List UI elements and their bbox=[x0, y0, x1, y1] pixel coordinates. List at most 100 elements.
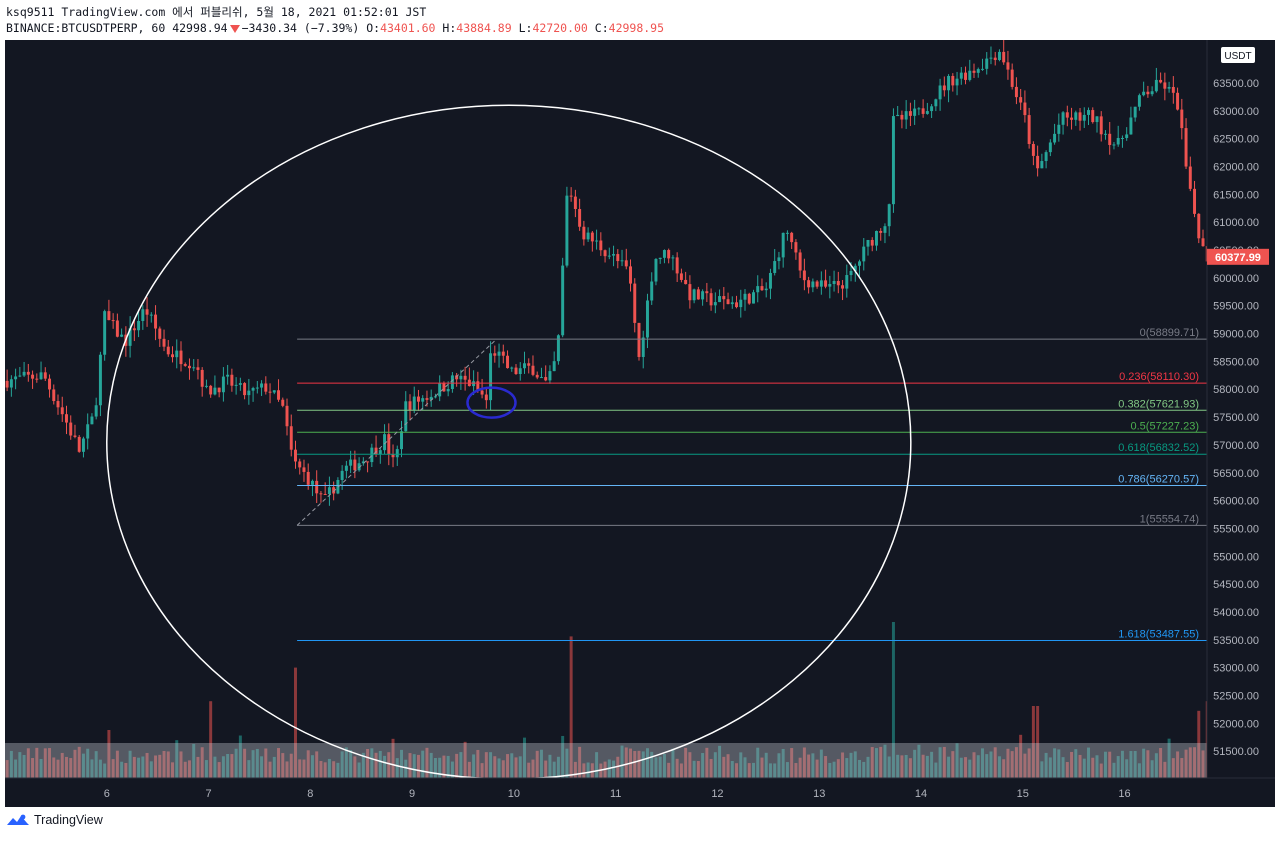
candle-body bbox=[578, 209, 582, 227]
volume-bar bbox=[90, 759, 94, 778]
candle-body bbox=[1044, 152, 1048, 162]
candle-body bbox=[459, 375, 463, 380]
volume-bar bbox=[586, 762, 590, 778]
candle-body bbox=[277, 390, 281, 400]
currency-badge[interactable] bbox=[1221, 47, 1255, 63]
candle-body bbox=[429, 396, 433, 400]
volume-bar bbox=[832, 761, 836, 778]
volume-bar bbox=[455, 753, 459, 778]
chart-background bbox=[5, 40, 1275, 807]
candle-body bbox=[556, 335, 560, 362]
candle-body bbox=[836, 281, 840, 286]
candle-body bbox=[679, 273, 683, 280]
symbol-label[interactable]: BINANCE:BTCUSDTPERP, 60 bbox=[6, 21, 166, 35]
volume-bar bbox=[1116, 756, 1120, 778]
candle-body bbox=[921, 108, 925, 114]
volume-bar bbox=[1061, 757, 1065, 778]
volume-bar bbox=[561, 735, 565, 778]
price-axis[interactable]: 51500.00 52000.00 52500.00 53000.00 53500.00… bbox=[1206, 40, 1275, 807]
time-axis[interactable]: 6 7 8 9 10 11 12 13 14 15 16 bbox=[5, 777, 1275, 807]
candle-body bbox=[824, 280, 828, 287]
volume-bar bbox=[841, 752, 845, 778]
volume-bar bbox=[641, 751, 645, 778]
candle-body bbox=[798, 252, 802, 271]
candle-body bbox=[1065, 112, 1069, 118]
volume-bar bbox=[1201, 750, 1205, 778]
candle-body bbox=[1176, 92, 1180, 110]
candle-body bbox=[353, 459, 357, 471]
volume-bar bbox=[107, 730, 111, 778]
candle-body bbox=[5, 380, 9, 388]
candle-body bbox=[667, 250, 671, 259]
price-chart[interactable]: 0(58899.71) 0.236(58110.30) 0.382(57621.93… bbox=[5, 40, 1275, 807]
volume-bar bbox=[959, 757, 963, 778]
tradingview-logo-icon bbox=[7, 814, 29, 825]
volume-bar bbox=[781, 748, 785, 778]
candles bbox=[5, 40, 1209, 506]
candle-body bbox=[238, 383, 242, 385]
candle-body bbox=[31, 374, 35, 379]
volume-bar bbox=[658, 756, 662, 778]
volume-bar bbox=[1048, 757, 1052, 778]
candle-body bbox=[993, 57, 997, 61]
volume-bar bbox=[226, 753, 230, 778]
volume-bar bbox=[896, 754, 900, 778]
fib-retracement[interactable]: 0(58899.71) 0.236(58110.30) 0.382(57621.93… bbox=[296, 327, 1207, 641]
volume-bar bbox=[234, 748, 238, 778]
candle-body bbox=[828, 283, 832, 287]
candle-body bbox=[327, 487, 331, 495]
volume-bar bbox=[200, 747, 204, 778]
volume-bar bbox=[874, 748, 878, 778]
volume-bar bbox=[1031, 706, 1035, 778]
volume-bar bbox=[705, 747, 709, 778]
volume-bar bbox=[1146, 750, 1150, 778]
candle-body bbox=[1057, 124, 1061, 134]
day-tick-label: 6 bbox=[104, 788, 110, 800]
volume-bar bbox=[556, 756, 560, 778]
candle-body bbox=[22, 371, 26, 376]
volume-bar bbox=[344, 747, 348, 778]
candle-body bbox=[103, 311, 107, 355]
volume-bar bbox=[196, 756, 200, 778]
candle-body bbox=[285, 405, 289, 427]
volume-bar bbox=[1091, 757, 1095, 778]
volume-bar bbox=[985, 754, 989, 778]
candle-body bbox=[807, 280, 811, 288]
volume-bar bbox=[289, 753, 293, 778]
candle-body bbox=[294, 449, 297, 462]
volume-bar bbox=[1154, 753, 1158, 778]
volume-bar bbox=[768, 763, 772, 778]
volume-bar bbox=[69, 758, 73, 778]
volume-bar bbox=[828, 762, 832, 778]
last-price: 42998.94 bbox=[172, 21, 228, 35]
volume-bar bbox=[370, 748, 374, 778]
volume-bar bbox=[1129, 751, 1133, 778]
volume-bar bbox=[1125, 759, 1129, 778]
candle-body bbox=[1154, 79, 1158, 92]
volume-bar bbox=[1074, 749, 1078, 778]
volume-bar bbox=[260, 756, 264, 778]
volume-bar bbox=[858, 759, 861, 778]
volume-bar bbox=[917, 744, 921, 778]
candle-body bbox=[200, 369, 204, 387]
candle-body bbox=[1193, 188, 1197, 214]
volume-bar bbox=[968, 759, 972, 778]
current-price-badge[interactable] bbox=[1207, 248, 1269, 265]
volume-bar bbox=[913, 749, 917, 778]
candle-body bbox=[658, 257, 662, 260]
price-tick-label: 59500.00 bbox=[1213, 301, 1259, 313]
volume-bar bbox=[73, 749, 77, 778]
fib-trend-line[interactable] bbox=[296, 338, 497, 526]
price-tick-label: 61500.00 bbox=[1213, 189, 1259, 201]
volume-bar bbox=[438, 757, 442, 778]
volume-bar bbox=[281, 753, 285, 778]
currency-label: USDT bbox=[1224, 51, 1251, 62]
candle-body bbox=[39, 372, 43, 380]
candle-body bbox=[442, 383, 446, 392]
hand-drawn-circle[interactable] bbox=[466, 386, 517, 419]
volume-bar bbox=[633, 751, 637, 778]
candle-body bbox=[43, 372, 47, 379]
volume-bar bbox=[378, 750, 382, 778]
candle-body bbox=[497, 351, 501, 356]
volume-bar bbox=[756, 747, 760, 778]
